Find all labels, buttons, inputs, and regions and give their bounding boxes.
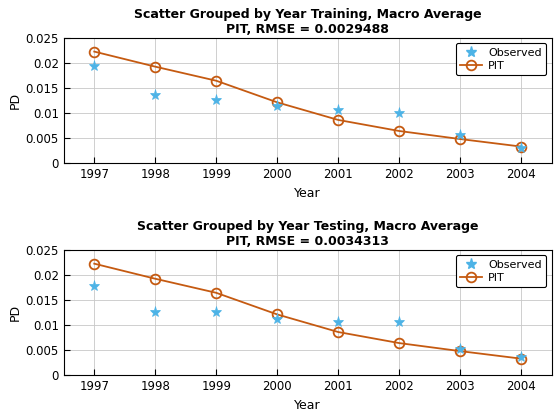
PIT <box>518 356 525 361</box>
PIT <box>457 349 464 354</box>
Observed <box>213 98 220 103</box>
Line: PIT: PIT <box>90 259 526 364</box>
Title: Scatter Grouped by Year Training, Macro Average
PIT, RMSE = 0.0029488: Scatter Grouped by Year Training, Macro … <box>134 8 482 37</box>
Observed <box>91 64 97 69</box>
PIT <box>335 118 342 123</box>
Y-axis label: PD: PD <box>8 92 21 109</box>
PIT <box>152 276 158 281</box>
Observed <box>152 310 158 315</box>
Observed <box>274 316 281 321</box>
Observed <box>152 93 158 98</box>
PIT <box>396 129 403 134</box>
Observed <box>335 320 342 325</box>
PIT <box>396 341 403 346</box>
Title: Scatter Grouped by Year Testing, Macro Average
PIT, RMSE = 0.0034313: Scatter Grouped by Year Testing, Macro A… <box>137 220 478 248</box>
Observed <box>91 283 97 288</box>
PIT <box>152 64 158 69</box>
PIT <box>91 261 97 266</box>
PIT <box>457 136 464 142</box>
Observed <box>518 145 525 150</box>
Legend: Observed, PIT: Observed, PIT <box>456 43 546 75</box>
Line: Observed: Observed <box>88 280 527 362</box>
PIT <box>335 330 342 335</box>
Line: Observed: Observed <box>88 60 527 153</box>
Observed <box>457 132 464 137</box>
Observed <box>274 104 281 109</box>
X-axis label: Year: Year <box>295 399 321 412</box>
PIT <box>91 49 97 54</box>
Observed <box>396 320 403 325</box>
Observed <box>396 111 403 116</box>
X-axis label: Year: Year <box>295 186 321 199</box>
Observed <box>213 310 220 315</box>
PIT <box>274 100 281 105</box>
Observed <box>335 108 342 113</box>
PIT <box>274 312 281 317</box>
Observed <box>518 354 525 359</box>
PIT <box>518 144 525 149</box>
Y-axis label: PD: PD <box>8 304 21 321</box>
Line: PIT: PIT <box>90 47 526 152</box>
PIT <box>213 290 220 295</box>
PIT <box>213 78 220 83</box>
Legend: Observed, PIT: Observed, PIT <box>456 255 546 287</box>
Observed <box>457 346 464 352</box>
